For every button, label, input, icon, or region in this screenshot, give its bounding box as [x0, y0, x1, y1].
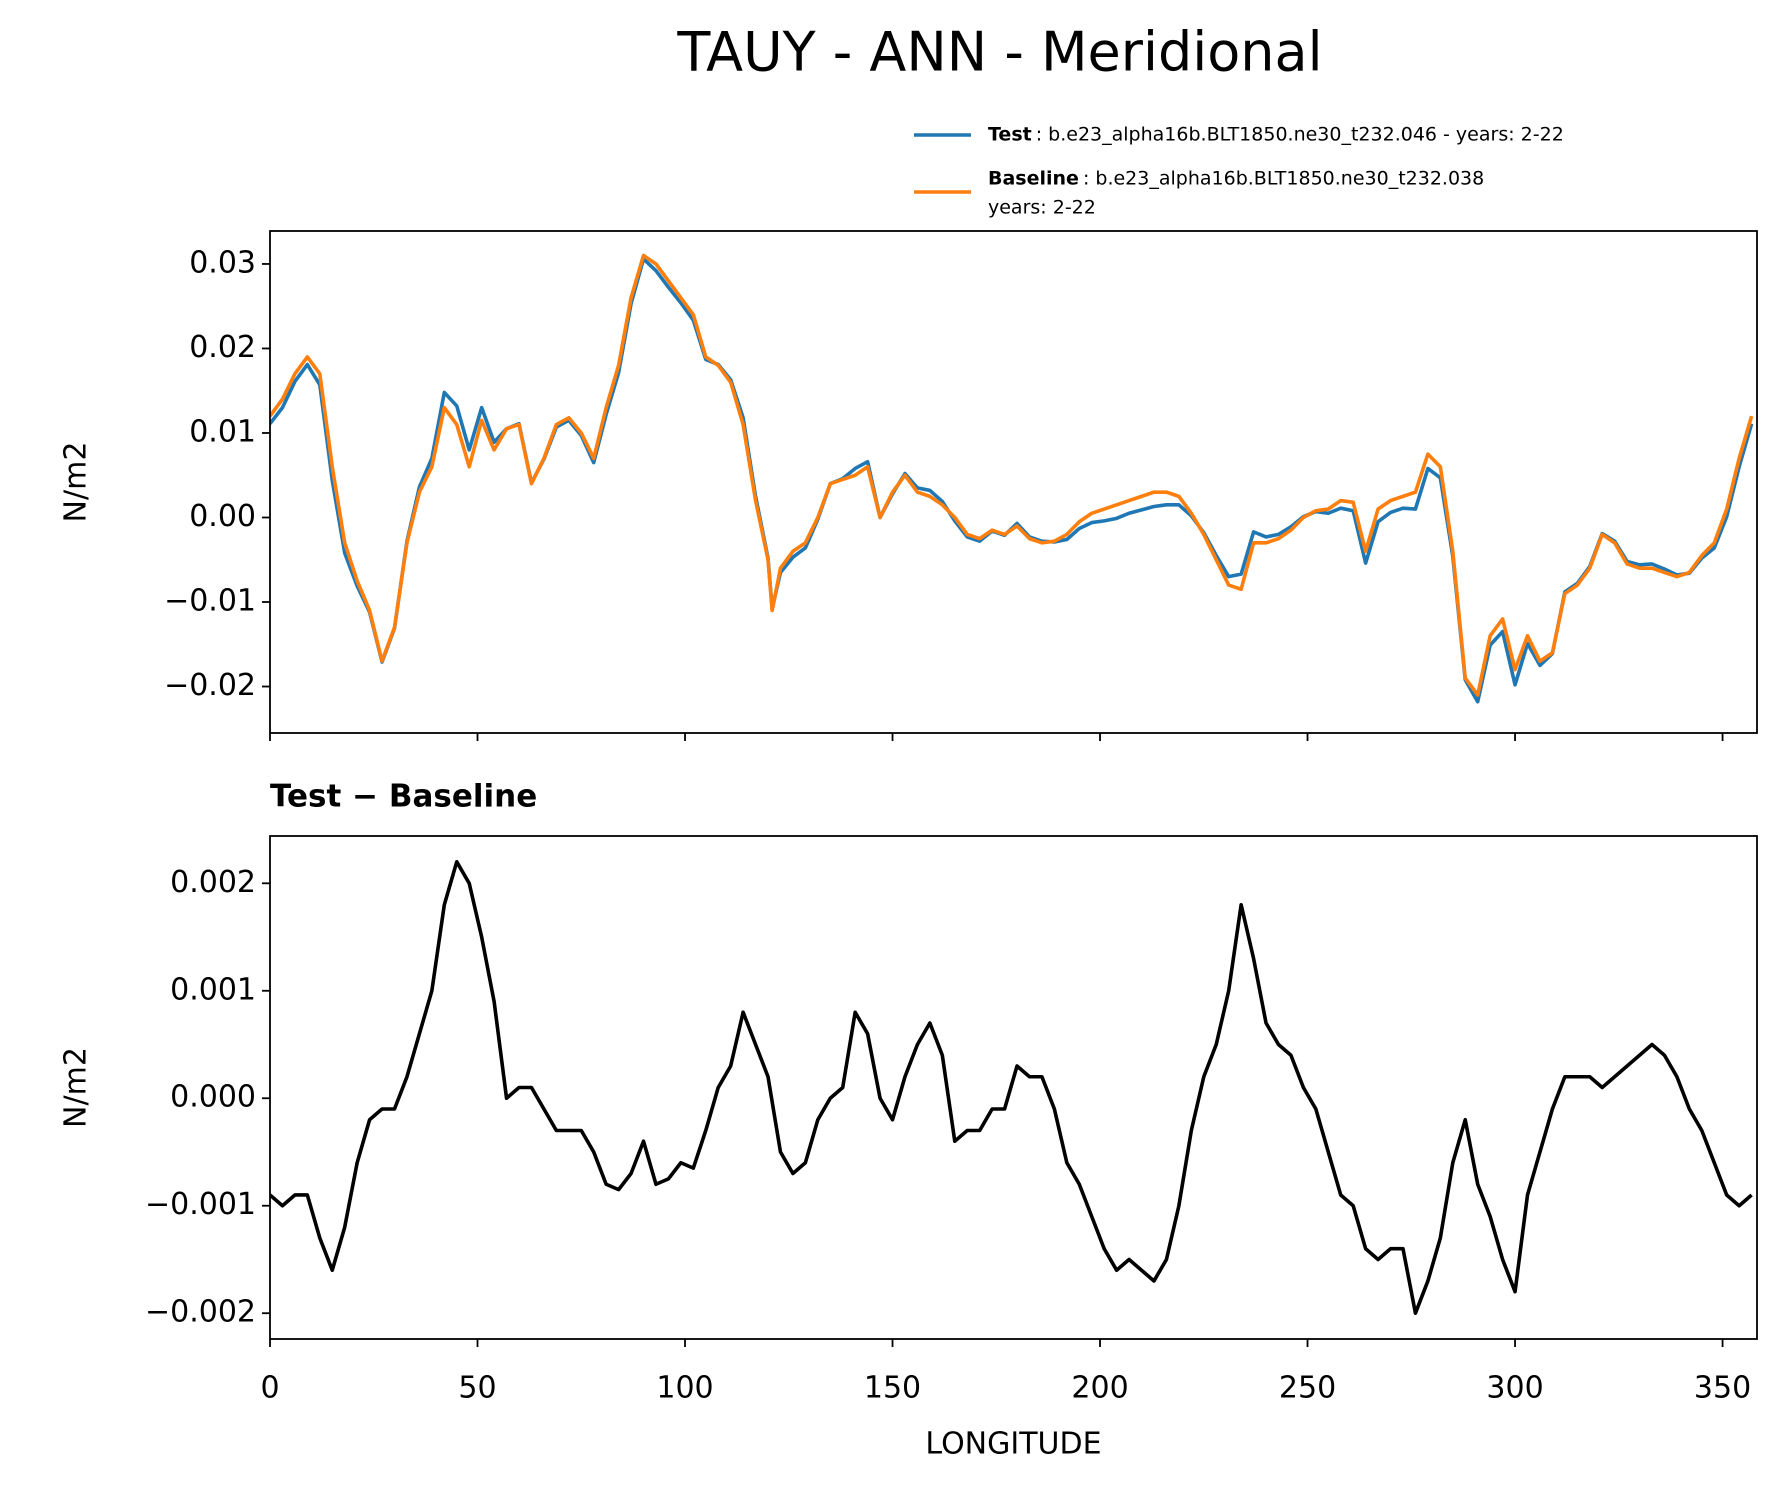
y-tick-label: 0.02 — [189, 330, 256, 365]
legend-label: Baseline — [988, 168, 1079, 190]
x-tick-label: 350 — [1694, 1371, 1751, 1406]
axes-frame — [269, 835, 1758, 1340]
x-tick-label: 200 — [1071, 1371, 1128, 1406]
x-tick-label: 100 — [656, 1371, 713, 1406]
data-line — [270, 859, 1753, 1316]
y-tick-label: −0.002 — [145, 1295, 256, 1330]
legend-label: Test — [988, 124, 1032, 146]
legend-detail: : b.e23_alpha16b.BLT1850.ne30_t232.046 -… — [1036, 124, 1564, 146]
y-tick-label: −0.02 — [164, 668, 256, 703]
x-tick-label: 0 — [260, 1371, 279, 1406]
y-tick-label: 0.01 — [189, 414, 256, 449]
data-line — [270, 257, 1754, 704]
y-tick-label: −0.001 — [145, 1187, 256, 1222]
x-tick-label: 300 — [1486, 1371, 1543, 1406]
legend-detail: years: 2-22 — [988, 197, 1096, 219]
legend-detail: : b.e23_alpha16b.BLT1850.ne30_t232.038 — [1083, 168, 1484, 190]
y-tick-label: −0.01 — [164, 584, 256, 619]
x-axis-label: LONGITUDE — [925, 1427, 1101, 1462]
panel-title: Test − Baseline — [270, 779, 537, 815]
x-tick-label: 50 — [458, 1371, 496, 1406]
y-axis-label: N/m2 — [59, 442, 94, 523]
data-line — [270, 253, 1754, 697]
y-axis-label: N/m2 — [59, 1047, 94, 1128]
y-tick-label: 0.00 — [189, 499, 256, 534]
y-tick-label: 0.002 — [170, 865, 256, 900]
x-tick-label: 250 — [1279, 1371, 1336, 1406]
axes-frame — [269, 230, 1758, 734]
y-tick-label: 0.001 — [170, 972, 256, 1007]
x-tick-label: 150 — [864, 1371, 921, 1406]
chart-title: TAUY - ANN - Meridional — [676, 21, 1322, 84]
y-tick-label: 0.03 — [189, 245, 256, 280]
y-tick-label: 0.000 — [170, 1080, 256, 1115]
